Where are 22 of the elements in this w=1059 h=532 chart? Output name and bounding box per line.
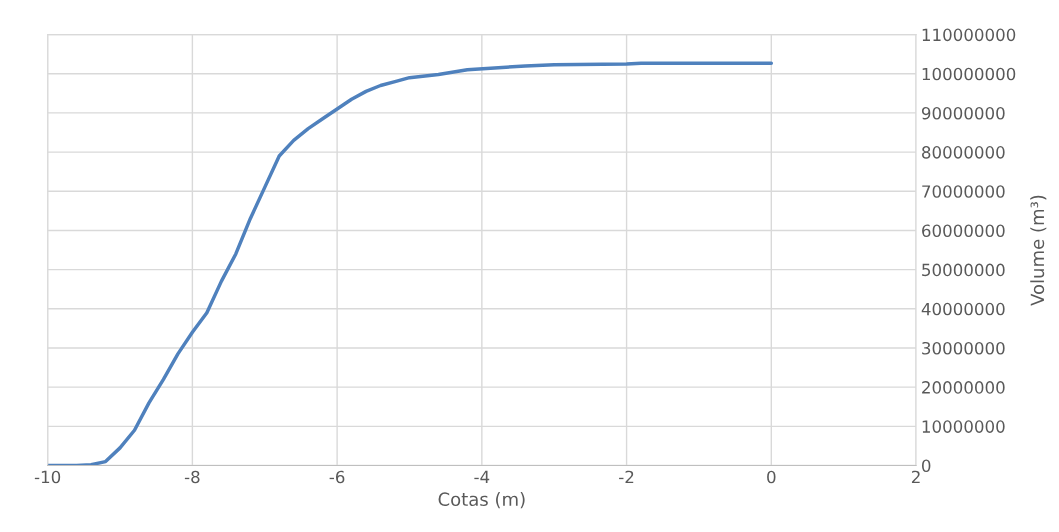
line-series bbox=[47, 61, 774, 466]
y-tick-label: 20000000 bbox=[922, 381, 1005, 394]
y-axis-title: Volume (m³) bbox=[1030, 195, 1047, 306]
y-tick-label: 30000000 bbox=[922, 341, 1005, 355]
y-tick-label: 0 bbox=[922, 459, 931, 473]
x-tick-label: -8 bbox=[184, 470, 200, 484]
y-tick-label: 70000000 bbox=[922, 185, 1005, 198]
y-tick-label: 90000000 bbox=[921, 106, 1005, 120]
x-tick-label: 0 bbox=[767, 470, 776, 484]
x-tick-label: -6 bbox=[329, 470, 345, 484]
y-tick-label: 100000000 bbox=[922, 67, 1016, 81]
x-tick-label: -10 bbox=[34, 470, 61, 484]
y-tick-label: 50000000 bbox=[922, 263, 1005, 277]
x-tick-label: -4 bbox=[474, 470, 490, 484]
x-tick-label: 2 bbox=[911, 470, 920, 484]
y-tick-label: 80000000 bbox=[922, 146, 1005, 159]
x-axis-title: Cotas (m) bbox=[438, 492, 525, 509]
y-tick-label: 60000000 bbox=[922, 224, 1005, 238]
y-tick-label: 110000000 bbox=[922, 28, 1016, 42]
y-tick-label: 10000000 bbox=[922, 420, 1005, 433]
y-tick-label: 40000000 bbox=[921, 302, 1005, 316]
x-tick-label: -2 bbox=[619, 470, 634, 484]
